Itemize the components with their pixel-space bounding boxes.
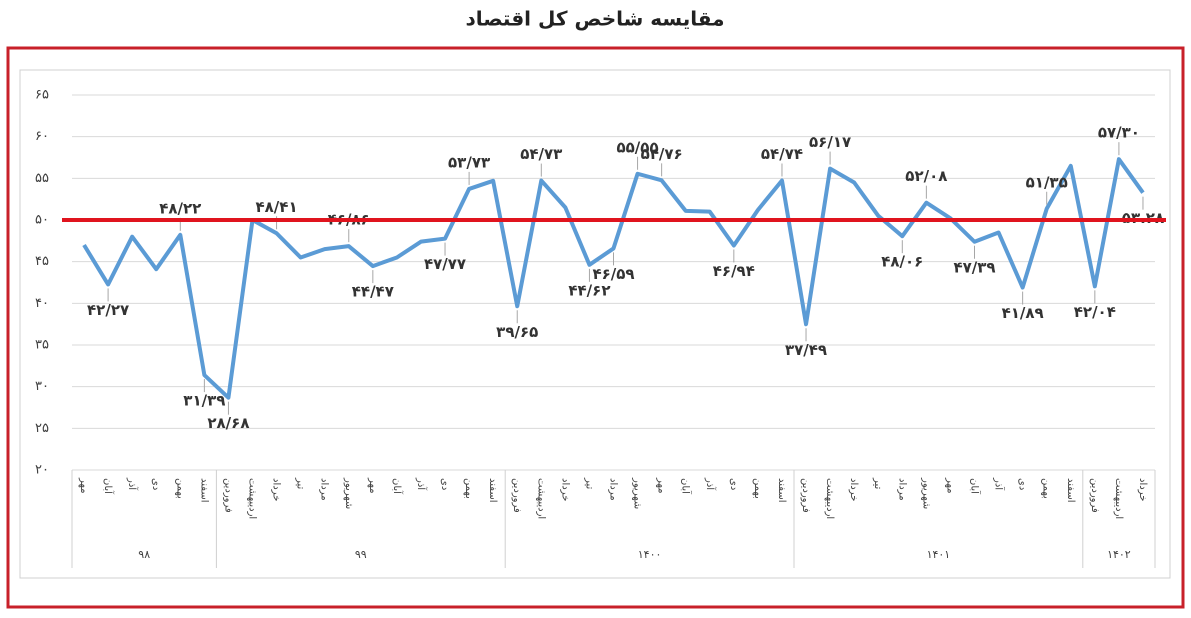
value-label: ۴۲/۲۷ xyxy=(87,301,129,319)
x-tick-label: بهمن xyxy=(1041,478,1052,499)
y-tick-label: ۴۰ xyxy=(35,296,49,311)
x-tick-label: فروردین xyxy=(511,478,522,513)
y-tick-label: ۵۰ xyxy=(35,213,49,228)
value-label: ۵۳/۷۳ xyxy=(448,153,490,171)
y-tick-label: ۴۵ xyxy=(35,254,49,269)
frame xyxy=(6,46,1185,609)
value-label: ۴۲/۰۴ xyxy=(1074,303,1116,321)
x-tick-label: فروردین xyxy=(800,478,811,513)
x-tick-label: اسفند xyxy=(198,478,209,502)
x-tick-label: تیر xyxy=(583,477,594,490)
group-label: ۹۹ xyxy=(355,548,367,561)
x-tick-label: مرداد xyxy=(319,478,330,501)
value-label: ۴۷/۷۷ xyxy=(424,255,466,273)
x-tick-label: خرداد xyxy=(1137,478,1148,501)
group-label: ۹۸ xyxy=(138,548,150,561)
value-label: ۴۸/۲۲ xyxy=(159,199,201,217)
x-tick-label: اردیبهشت xyxy=(1113,478,1124,519)
x-tick-label: تیر xyxy=(872,477,883,490)
x-tick-label: خرداد xyxy=(848,478,859,501)
x-tick-label: خرداد xyxy=(559,478,570,501)
x-tick-label: دی xyxy=(1017,478,1028,490)
value-label: ۳۷/۴۹ xyxy=(785,341,827,359)
value-label: ۵۷/۳۰ xyxy=(1098,124,1140,142)
x-tick-label: فروردین xyxy=(222,478,233,513)
value-label: ۴۴/۴۷ xyxy=(352,283,394,301)
y-tick-label: ۶۰ xyxy=(35,129,49,144)
x-tick-label: دی xyxy=(150,478,161,490)
x-tick-label: آذر xyxy=(415,477,428,491)
group-label: ۱۴۰۲ xyxy=(1107,548,1131,561)
data-line xyxy=(82,157,1145,400)
x-tick-label: آبان xyxy=(680,478,693,495)
x-tick-label: آذر xyxy=(993,477,1006,491)
value-label: ۴۴/۶۲ xyxy=(568,281,610,299)
x-tick-label: تیر xyxy=(295,477,306,490)
x-tick-label: شهریور xyxy=(920,477,931,509)
x-tick-label: آذر xyxy=(126,477,139,491)
chart-title: مقایسه شاخص کل اقتصاد xyxy=(465,7,724,31)
value-label: ۵۴/۷۶ xyxy=(641,145,683,163)
value-label: ۵۲/۰۸ xyxy=(905,167,947,185)
value-label: ۳۱/۳۹ xyxy=(183,392,225,410)
group-label: ۱۴۰۰ xyxy=(638,548,662,561)
x-tick-label: مرداد xyxy=(896,478,907,501)
y-tick-label: ۶۵ xyxy=(35,88,49,103)
x-tick-label: بهمن xyxy=(752,478,763,499)
value-label: ۵۴/۷۳ xyxy=(520,145,562,163)
value-label: ۳۹/۶۵ xyxy=(496,323,538,341)
x-tick-label: خرداد xyxy=(271,478,282,501)
x-tick-label: مهر xyxy=(944,477,955,493)
value-label: ۵۵/۵۵ xyxy=(617,138,659,156)
plot-frame xyxy=(19,69,1171,579)
x-tick-label: شهریور xyxy=(632,477,643,509)
x-tick-label: آبان xyxy=(969,478,982,495)
value-label: ۵۱/۳۵ xyxy=(1026,173,1068,191)
x-tick-label: بهمن xyxy=(463,478,474,499)
x-tick-label: مهر xyxy=(367,477,378,493)
x-tick-label: آذر xyxy=(704,477,717,491)
x-tick-label: دی xyxy=(728,478,739,490)
value-label: ۴۶/۹۴ xyxy=(713,262,755,280)
value-label: ۲۸/۶۸ xyxy=(207,414,249,432)
x-tick-label: مهر xyxy=(78,477,89,493)
x-tick-label: اردیبهشت xyxy=(247,478,258,519)
x-tick-label: دی xyxy=(439,478,450,490)
x-tick-label: اردیبهشت xyxy=(824,478,835,519)
y-tick-label: ۲۵ xyxy=(35,421,49,436)
value-label: ۵۴/۷۴ xyxy=(761,145,803,163)
x-tick-label: اسفند xyxy=(776,478,787,502)
x-tick-label: مهر xyxy=(656,477,667,493)
value-label: ۴۱/۸۹ xyxy=(1002,304,1044,322)
value-label: ۴۶/۵۹ xyxy=(592,265,634,283)
x-tick-label: مرداد xyxy=(608,478,619,501)
y-tick-label: ۵۵ xyxy=(35,171,49,186)
y-tick-label: ۳۰ xyxy=(35,379,49,394)
value-label: ۵۶/۱۷ xyxy=(809,133,851,151)
x-tick-label: بهمن xyxy=(174,478,185,499)
value-label: ۴۷/۳۹ xyxy=(953,258,995,276)
y-tick-label: ۳۵ xyxy=(35,338,49,353)
x-tick-label: فروردین xyxy=(1089,478,1100,513)
x-tick-label: اسفند xyxy=(487,478,498,502)
x-tick-label: شهریور xyxy=(343,477,354,509)
x-tick-label: اردیبهشت xyxy=(535,478,546,519)
value-label: ۴۸/۰۶ xyxy=(881,253,923,271)
y-tick-label: ۲۰ xyxy=(35,463,49,478)
value-label: ۴۸/۴۱ xyxy=(256,198,298,216)
x-tick-label: آبان xyxy=(102,478,115,495)
x-tick-label: آبان xyxy=(391,478,404,495)
x-tick-label: اسفند xyxy=(1065,478,1076,502)
group-label: ۱۴۰۱ xyxy=(927,548,951,561)
